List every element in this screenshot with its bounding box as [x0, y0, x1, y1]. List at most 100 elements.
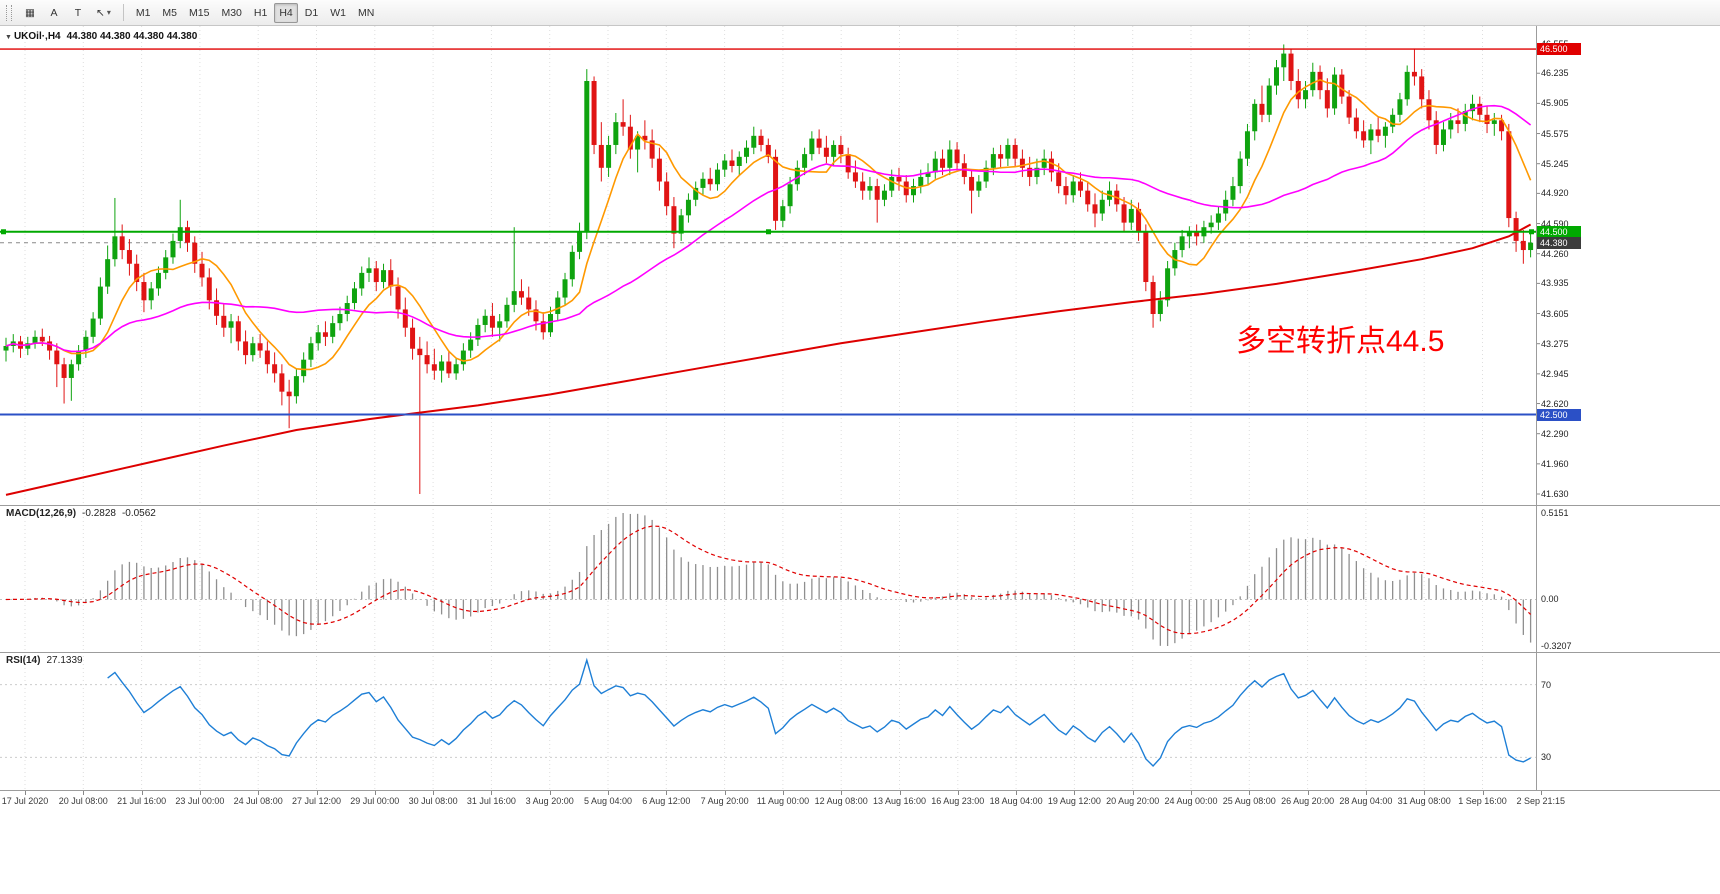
rsi-name: RSI(14)	[6, 655, 41, 666]
rsi-panel[interactable]	[0, 652, 1720, 790]
time-tick	[1132, 791, 1134, 795]
macd-value-main: -0.2828	[82, 508, 116, 519]
time-label: 16 Aug 23:00	[931, 796, 985, 806]
chevron-down-icon: ▾	[106, 8, 111, 17]
annotation-text[interactable]: 多空转折点44.5	[1236, 325, 1445, 358]
time-tick	[1191, 791, 1192, 795]
rsi-line[interactable]	[107, 657, 1531, 768]
timeframe-button-W1[interactable]: W1	[325, 3, 351, 23]
time-tick	[491, 791, 493, 795]
time-tick	[83, 791, 85, 795]
time-label: 20 Aug 20:00	[1106, 796, 1160, 806]
time-tick	[841, 791, 843, 795]
timeframe-toolbar: M1 M5 M15 M30 H1 H4 D1 W1 MN	[130, 2, 380, 23]
price-chart-panel[interactable]	[0, 26, 1720, 505]
time-tick	[608, 791, 609, 795]
line-handle[interactable]	[766, 229, 771, 235]
time-label: 5 Aug 04:00	[583, 796, 633, 806]
time-tick	[957, 791, 959, 795]
timeframe-button-H1[interactable]: H1	[249, 3, 272, 23]
time-tick	[549, 791, 551, 795]
time-label: 24 Jul 08:00	[233, 796, 283, 806]
time-tick	[141, 791, 143, 795]
time-tick	[258, 791, 260, 795]
chart-symbol-ohlc: ▼ UKOil·,H4 44.380 44.380 44.380 44.380	[5, 31, 197, 42]
time-label: 26 Aug 20:00	[1281, 796, 1335, 806]
toolbar-separator	[122, 4, 124, 21]
text-label-button[interactable]: T	[67, 3, 89, 23]
time-label: 31 Jul 16:00	[466, 796, 516, 806]
time-tick	[1482, 791, 1484, 795]
time-tick	[782, 791, 784, 795]
macd-histogram[interactable]	[6, 513, 1532, 646]
time-label: 7 Aug 20:00	[700, 796, 749, 806]
time-label: 17 Jul 2020	[1, 796, 49, 806]
time-tick	[724, 791, 726, 795]
toolbar-drag-handle[interactable]	[6, 4, 12, 21]
ma-mid-line[interactable]	[5, 104, 1532, 353]
main-toolbar: ▦ A T ↖ ▾ M1 M5 M15 M30 H1 H4 D1 W1 MN	[0, 0, 1720, 26]
text-annotation-button[interactable]: A	[43, 3, 65, 23]
time-tick	[316, 791, 318, 795]
panel-separator	[0, 505, 1720, 506]
time-label: 27 Jul 12:00	[291, 796, 342, 806]
ma-fast-line[interactable]	[5, 78, 1532, 371]
time-label: 30 Jul 08:00	[408, 796, 458, 806]
time-tick	[666, 791, 668, 795]
arrow-tool-icon: ↖	[96, 6, 105, 19]
time-tick	[1424, 791, 1426, 795]
time-tick	[199, 791, 201, 795]
time-label: 23 Jul 00:00	[175, 796, 225, 806]
macd-signal-line[interactable]	[5, 525, 1532, 635]
line-handle[interactable]	[1, 229, 6, 235]
time-label: 3 Aug 20:00	[525, 796, 574, 806]
time-label: 1 Sep 16:00	[1458, 796, 1507, 806]
rsi-indicator-label: RSI(14) 27.1339	[6, 655, 83, 666]
timeframe-button-M30[interactable]: M30	[216, 3, 246, 23]
timeframe-button-M1[interactable]: M1	[131, 3, 156, 23]
letter-t-icon: T	[74, 6, 82, 19]
bar-chart-icon: ▦	[25, 6, 35, 19]
timeframe-button-H4[interactable]: H4	[274, 2, 298, 23]
time-label: 19 Aug 12:00	[1047, 796, 1101, 806]
time-label: 18 Aug 04:00	[989, 796, 1043, 806]
panel-separator	[0, 652, 1720, 653]
macd-indicator-label: MACD(12,26,9) -0.2828 -0.0562	[6, 508, 156, 519]
time-axis-separator	[0, 790, 1720, 791]
time-tick	[374, 791, 376, 795]
time-label: 20 Jul 08:00	[58, 796, 108, 806]
time-label: 21 Jul 16:00	[117, 796, 167, 806]
time-label: 25 Aug 08:00	[1222, 796, 1276, 806]
line-handle[interactable]	[1529, 229, 1534, 235]
timeframe-button-MN[interactable]: MN	[353, 3, 379, 23]
price-axis-border	[1536, 26, 1537, 790]
time-tick	[1016, 791, 1018, 795]
time-tick	[25, 791, 26, 795]
candlestick-series[interactable]	[3, 44, 1534, 494]
time-tick	[1307, 791, 1309, 795]
charts-palette-button[interactable]: ▦	[19, 3, 41, 23]
time-tick	[1365, 791, 1367, 795]
time-tick	[1074, 791, 1076, 795]
symbol-period-label: UKOil·,H4	[13, 31, 61, 42]
time-tick	[1540, 791, 1542, 795]
macd-name: MACD(12,26,9)	[6, 508, 77, 519]
letter-a-icon: A	[50, 6, 58, 19]
timeframe-button-M5[interactable]: M5	[157, 3, 182, 23]
timeframe-button-D1[interactable]: D1	[300, 3, 323, 23]
ma-slow-line[interactable]	[5, 223, 1532, 496]
time-label: 11 Aug 00:00	[756, 796, 810, 806]
time-tick	[899, 791, 901, 795]
time-tick	[1249, 791, 1251, 795]
macd-value-signal: -0.0562	[121, 508, 156, 519]
drawing-tools-button[interactable]: ↖ ▾	[91, 3, 116, 23]
time-label: 24 Aug 00:00	[1164, 796, 1218, 806]
time-label: 29 Jul 00:00	[350, 796, 400, 806]
chart-marker-icon: ▼	[5, 34, 12, 41]
timeframe-button-M15[interactable]: M15	[184, 3, 214, 23]
time-label: 31 Aug 08:00	[1397, 796, 1451, 806]
time-label: 28 Aug 04:00	[1339, 796, 1393, 806]
macd-panel[interactable]	[0, 505, 1720, 652]
time-label: 2 Sep 21:15	[1516, 796, 1566, 806]
